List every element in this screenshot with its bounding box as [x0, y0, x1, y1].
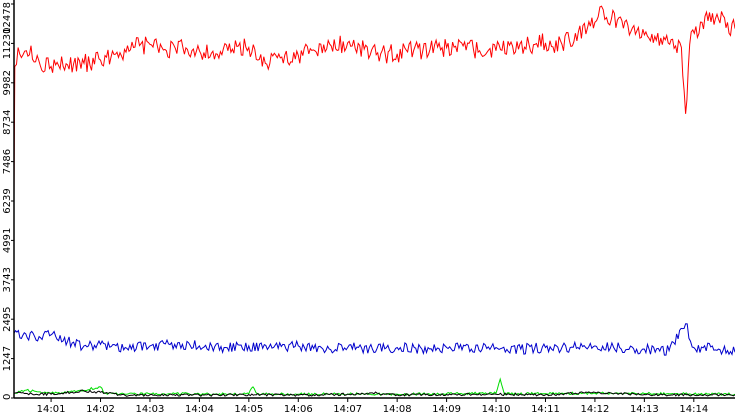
y-tick-label: 2495 — [2, 306, 13, 331]
y-tick-label: 1247 — [2, 346, 13, 371]
series-line-4 — [13, 389, 735, 397]
x-axis-ticks: 14:01 14:02 14:03 14:04 14:05 14:06 14:07 14:08… — [37, 398, 708, 415]
series-line-2 — [13, 323, 735, 356]
y-tick-label: 6239 — [2, 188, 13, 213]
y-tick-label: 3743 — [2, 267, 13, 292]
x-tick-label: 14:05 — [234, 404, 263, 415]
x-tick-label: 14:03 — [136, 404, 165, 415]
y-tick-label: 7486 — [2, 149, 13, 174]
x-tick-label: 14:01 — [37, 404, 66, 415]
y-tick-label: 8734 — [2, 109, 13, 134]
y-axis-ticks: 0 1247 2495 3743 4991 6239 7486 8734 9982 1123012… — [2, 2, 14, 400]
y-tick-label: 0 — [2, 394, 13, 400]
x-tick-label: 14:04 — [185, 404, 214, 415]
x-tick-label: 14:14 — [679, 404, 708, 415]
x-tick-label: 14:11 — [531, 404, 560, 415]
y-tick-label: 12478 — [2, 2, 13, 34]
x-tick-label: 14:02 — [86, 404, 115, 415]
x-tick-label: 14:13 — [630, 404, 659, 415]
y-tick-label: 11230 — [2, 27, 13, 59]
series-layer — [13, 5, 735, 397]
x-tick-label: 14:09 — [432, 404, 461, 415]
x-tick-label: 14:06 — [284, 404, 313, 415]
x-tick-label: 14:10 — [482, 404, 511, 415]
y-tick-label: 9982 — [2, 70, 13, 95]
x-tick-label: 14:08 — [383, 404, 412, 415]
y-tick-label: 4991 — [2, 228, 13, 253]
x-tick-label: 14:07 — [333, 404, 362, 415]
x-tick-label: 14:12 — [581, 404, 610, 415]
series-line-1 — [13, 5, 735, 196]
